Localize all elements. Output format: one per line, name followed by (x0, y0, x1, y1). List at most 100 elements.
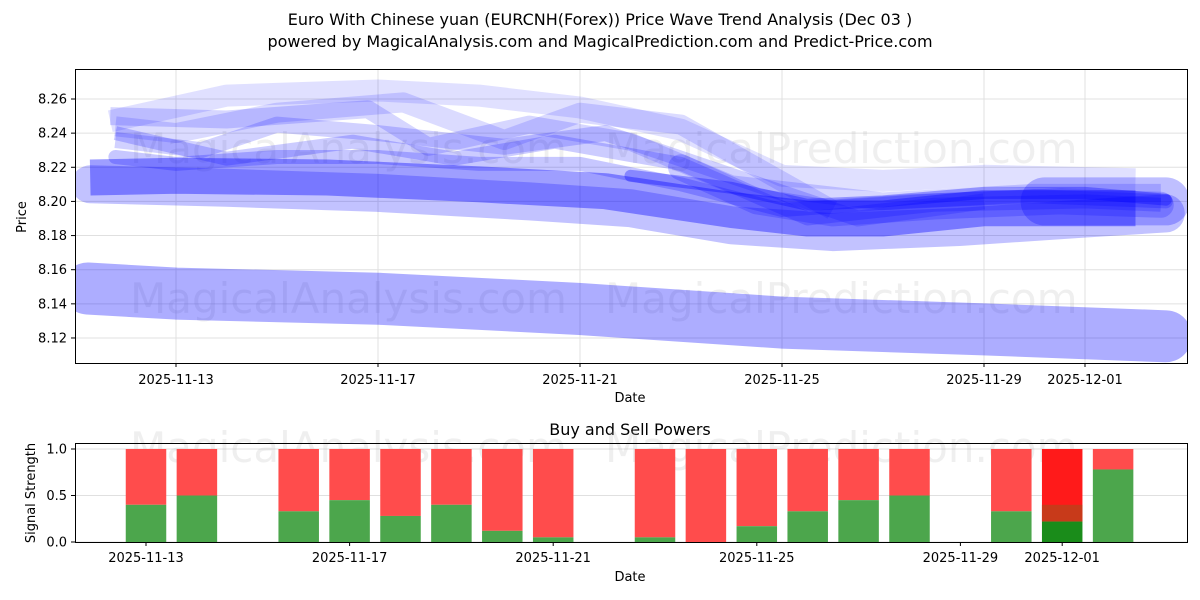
buy-sell-chart: Buy and Sell Powers MagicalAnalysis.com M… (24, 420, 1188, 585)
buy-bar (482, 530, 523, 542)
bar-2025-11-24 (685, 449, 727, 542)
x-tick-label: 2025-11-21 (515, 551, 591, 566)
x-tick-label: 2025-11-17 (312, 551, 388, 566)
x-tick-label: 2025-11-13 (138, 373, 214, 388)
price-chart: MagicalAnalysis.com MagicalPrediction.com… (15, 69, 1188, 406)
wave-band (76, 262, 1187, 363)
bar-2025-11-14 (176, 449, 218, 542)
buy-bar (889, 495, 930, 542)
buy-bar (431, 504, 472, 542)
buy-bar (125, 504, 167, 542)
bar-2025-11-30 (991, 449, 1032, 542)
bar-2025-11-23 (634, 449, 676, 542)
x-tick-label: 2025-12-01 (1024, 551, 1100, 566)
price-axes-frame (75, 69, 1188, 364)
sell-bar (380, 449, 421, 516)
buy-bar (787, 511, 828, 542)
buy-bar (532, 537, 574, 542)
buy-bar (1092, 469, 1134, 542)
x-tick-label: 2025-11-25 (744, 373, 820, 388)
watermark: MagicalPrediction.com (605, 124, 1078, 173)
bar-2025-11-19 (431, 449, 472, 542)
wave-band (108, 150, 1173, 217)
wave-band (76, 165, 1185, 252)
wave-band (89, 157, 1136, 237)
wave-band (114, 116, 986, 227)
price-wave-bands (76, 79, 1187, 363)
y-tick-label: 8.20 (38, 195, 67, 210)
price-y-axis-label: Price (15, 201, 30, 233)
buy-bar (736, 526, 778, 542)
x-tick-label: 2025-12-01 (1047, 373, 1123, 388)
sell-bar (787, 449, 828, 512)
wave-band (668, 154, 1174, 227)
price-grid (76, 70, 1187, 363)
buy-bar (991, 511, 1032, 542)
bar-2025-11-28 (889, 449, 930, 542)
y-tick-label: 0.5 (46, 489, 67, 504)
chart-subtitle: powered by MagicalAnalysis.com and Magic… (267, 32, 933, 51)
buy-sell-y-axis: 0.0 0.5 1.0 (46, 443, 75, 551)
x-tick-label: 2025-11-21 (542, 373, 618, 388)
y-tick-label: 8.26 (38, 93, 67, 108)
buy-sell-axes-frame (75, 443, 1188, 543)
y-tick-label: 8.24 (38, 127, 67, 142)
bar-2025-12-01 (1041, 449, 1083, 542)
wave-band (113, 126, 1162, 226)
overlap-bar (1041, 504, 1083, 522)
x-tick-label: 2025-11-13 (108, 551, 184, 566)
y-tick-label: 1.0 (46, 443, 67, 458)
sell-bar (532, 449, 574, 538)
wave-band (114, 92, 838, 219)
sell-bar (482, 449, 523, 531)
buy-sell-x-axis: 2025-11-13 2025-11-17 2025-11-21 2025-11-25… (108, 542, 1100, 566)
bar-2025-11-25 (736, 449, 778, 542)
buy-sell-bars (125, 449, 1134, 542)
y-tick-label: 0.0 (46, 536, 67, 551)
price-watermarks: MagicalAnalysis.com MagicalPrediction.com… (130, 124, 1078, 323)
bar-2025-11-26 (787, 449, 828, 542)
price-x-axis-label: Date (614, 391, 645, 406)
sell-bar (1092, 449, 1134, 470)
wave-band (107, 79, 1136, 192)
buy-bar (329, 500, 370, 542)
sell-bar (125, 449, 167, 505)
price-y-axis: 8.12 8.14 8.16 8.18 8.20 8.22 8.24 8.26 (38, 93, 75, 346)
sell-bar (838, 449, 879, 501)
watermark: MagicalPrediction.com (605, 274, 1078, 323)
sell-bar (634, 449, 676, 538)
y-tick-label: 8.16 (38, 263, 67, 278)
y-tick-label: 8.22 (38, 161, 67, 176)
bar-2025-11-20 (482, 449, 523, 542)
buy-sell-title: Buy and Sell Powers (549, 420, 711, 439)
price-x-axis: 2025-11-13 2025-11-17 2025-11-21 2025-11-25… (138, 363, 1123, 388)
bar-2025-11-17 (329, 449, 370, 542)
x-tick-label: 2025-11-29 (946, 373, 1022, 388)
bar-2025-11-13 (125, 449, 167, 542)
chart-title: Euro With Chinese yuan (EURCNH(Forex)) P… (287, 10, 913, 29)
x-tick-label: 2025-11-17 (340, 373, 416, 388)
x-tick-label: 2025-11-29 (923, 551, 999, 566)
bar-2025-11-21 (532, 449, 574, 542)
watermark: MagicalAnalysis.com (130, 124, 567, 173)
wave-band (110, 100, 1161, 211)
buy-bar (380, 515, 421, 542)
buy-bar (278, 511, 319, 542)
y-tick-label: 8.18 (38, 229, 67, 244)
y-tick-label: 8.14 (38, 297, 67, 312)
watermark: MagicalAnalysis.com (130, 274, 567, 323)
x-tick-label: 2025-11-25 (719, 551, 795, 566)
bar-2025-11-16 (278, 449, 319, 542)
sell-bar (889, 449, 930, 496)
buy-sell-y-axis-label: Signal Strength (24, 443, 39, 543)
sell-bar (431, 449, 472, 505)
sell-bar (176, 449, 218, 496)
y-tick-label: 8.12 (38, 331, 67, 346)
bar-2025-11-27 (838, 449, 879, 542)
wave-band (624, 169, 1172, 211)
bar-2025-11-18 (380, 449, 421, 542)
bar-2025-12-02 (1092, 449, 1134, 542)
sell-bar (991, 449, 1032, 512)
sell-bar (736, 449, 778, 527)
